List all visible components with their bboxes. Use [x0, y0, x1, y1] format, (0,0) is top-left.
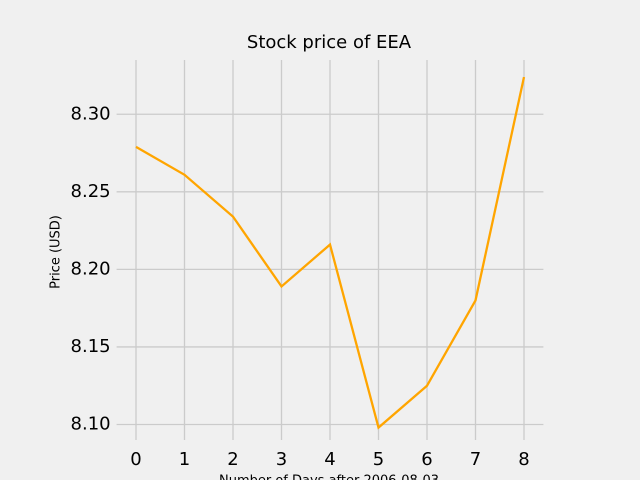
y-tick-label: 8.15 — [71, 336, 111, 357]
x-axis-label: Number of Days after 2006-08-03 — [219, 474, 439, 480]
x-tick-label: 6 — [421, 449, 432, 470]
y-tick-label: 8.25 — [71, 181, 111, 202]
x-tick-label: 5 — [373, 449, 384, 470]
x-tick-label: 8 — [518, 449, 529, 470]
y-tick-label: 8.10 — [71, 413, 111, 434]
chart-title: Stock price of EEA — [247, 32, 412, 53]
x-tick-label: 7 — [470, 449, 481, 470]
x-tick-label: 3 — [276, 449, 287, 470]
x-tick-label: 4 — [324, 449, 335, 470]
line — [135, 76, 526, 430]
x-tick-label: 0 — [130, 449, 141, 470]
y-tick-label: 8.30 — [71, 103, 111, 124]
y-axis-label: Price (USD) — [49, 215, 64, 289]
x-tick-label: 1 — [179, 449, 190, 470]
y-tick-label: 8.20 — [71, 258, 111, 279]
x-tick-label: 2 — [227, 449, 238, 470]
